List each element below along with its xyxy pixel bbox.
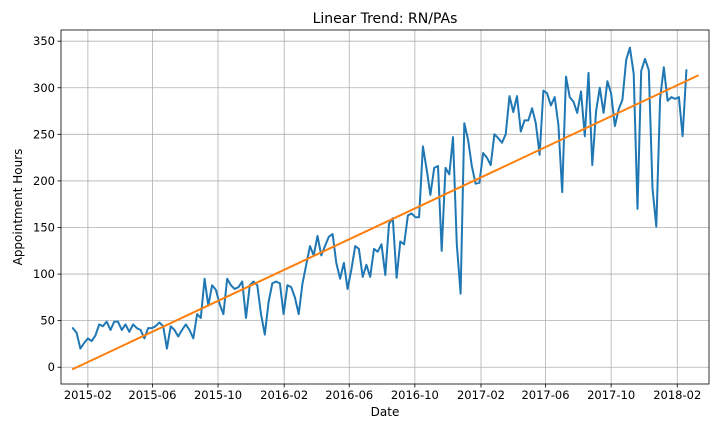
x-tick-label: 2015-10 bbox=[194, 388, 242, 402]
plot-frame bbox=[60, 29, 710, 385]
x-tick-label: 2015-06 bbox=[128, 388, 176, 402]
x-tick-label: 2015-02 bbox=[64, 388, 112, 402]
y-tick-label: 250 bbox=[33, 127, 55, 141]
y-tick-label: 100 bbox=[33, 267, 55, 281]
series-layer bbox=[71, 46, 699, 371]
y-tick-label: 200 bbox=[33, 174, 55, 188]
chart-title: Linear Trend: RN/PAs bbox=[313, 11, 458, 27]
x-axis-title: Date bbox=[371, 405, 400, 419]
y-tick-label: 150 bbox=[33, 220, 55, 234]
x-tick-label: 2016-10 bbox=[391, 388, 439, 402]
x-tick-label: 2017-02 bbox=[457, 388, 505, 402]
y-axis-title: Appointment Hours bbox=[11, 149, 25, 266]
x-tick-label: 2017-06 bbox=[521, 388, 569, 402]
y-tick-label: 350 bbox=[33, 34, 55, 48]
y-tick-label: 50 bbox=[40, 314, 55, 328]
axis-ticks: 2015-02 2015-06 2015-10 2016-02 2016-06 2016-… bbox=[33, 34, 701, 402]
x-tick-label: 2018-02 bbox=[653, 388, 701, 402]
trend-line bbox=[71, 74, 699, 371]
x-tick-label: 2016-02 bbox=[260, 388, 308, 402]
y-tick-label: 300 bbox=[33, 81, 55, 95]
x-tick-label: 2017-10 bbox=[587, 388, 635, 402]
x-tick-label: 2016-06 bbox=[325, 388, 373, 402]
grid bbox=[61, 30, 709, 384]
y-tick-label: 0 bbox=[48, 360, 55, 374]
